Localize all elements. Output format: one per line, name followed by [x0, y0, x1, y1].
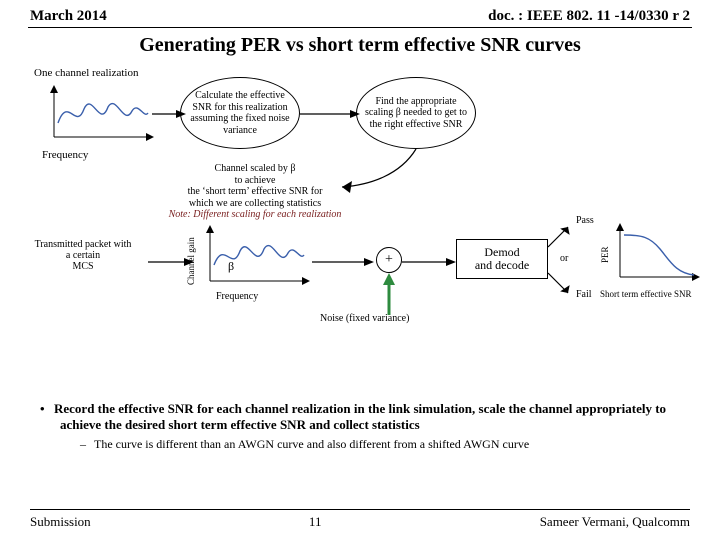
mini-plot-top — [46, 85, 156, 145]
label-beta: β — [228, 259, 234, 274]
label-channel-gain: Channel gain — [186, 225, 200, 297]
label-fail: Fail — [576, 289, 592, 300]
label-frequency-bottom: Frequency — [216, 291, 258, 302]
oval-find: Find the appropriate scaling β needed to… — [356, 77, 476, 149]
header-doc: doc. : IEEE 802. 11 -14/0330 r 2 — [488, 8, 690, 25]
arrow-plot-to-plus — [312, 255, 374, 269]
arrow-find-to-note — [330, 145, 430, 195]
note-scaled-l2: to achieve — [150, 175, 360, 187]
box-demod-l2: and decode — [475, 259, 529, 272]
oval-calculate: Calculate the effective SNR for this rea… — [180, 77, 300, 149]
footer-right: Sameer Vermani, Qualcomm — [540, 514, 690, 530]
label-tx-l1: Transmitted packet with — [18, 239, 148, 250]
bullet-main-text: Record the effective SNR for each channe… — [54, 401, 666, 432]
page-title: Generating PER vs short term effective S… — [0, 34, 720, 57]
mini-plot-per — [614, 223, 702, 285]
header-rule — [28, 27, 692, 28]
label-tx-l3: MCS — [18, 261, 148, 272]
label-per-y: PER — [600, 225, 612, 285]
header-date: March 2014 — [30, 8, 107, 25]
diagram-stage: One channel realization Frequency Calcul… — [0, 67, 720, 397]
sum-node: + — [376, 247, 402, 273]
note-scaled-l1: Channel scaled by β — [150, 163, 360, 175]
label-or: or — [560, 253, 568, 264]
label-per-x: Short term effective SNR — [600, 289, 692, 299]
label-frequency-left: Frequency — [42, 149, 88, 161]
box-demod: Demod and decode — [456, 239, 548, 279]
note-scaled-l5: Note: Different scaling for each realiza… — [150, 209, 360, 221]
bullet-main: •Record the effective SNR for each chann… — [0, 397, 720, 433]
arrow-demod-pass — [548, 221, 578, 251]
bullet-sub-text: The curve is different than an AWGN curv… — [94, 437, 529, 451]
arrow-calc-to-find — [300, 107, 360, 121]
note-scaled-l4: which we are collecting statistics — [150, 198, 360, 210]
label-tx-l2: a certain — [18, 250, 148, 261]
note-scaled-l3: the ‘short term’ effective SNR for — [150, 186, 360, 198]
label-tx: Transmitted packet with a certain MCS — [18, 239, 148, 272]
footer-center: 11 — [309, 514, 322, 530]
note-scaled: Channel scaled by β to achieve the ‘shor… — [150, 163, 360, 221]
footer: Submission 11 Sameer Vermani, Qualcomm — [0, 509, 720, 530]
label-pass: Pass — [576, 215, 594, 226]
label-one-channel: One channel realization — [34, 67, 138, 79]
arrow-noise — [382, 273, 396, 315]
bullet-sub: –The curve is different than an AWGN cur… — [0, 433, 720, 452]
footer-rule — [30, 509, 690, 510]
mini-plot-bottom — [202, 225, 312, 289]
arrow-plus-to-demod — [402, 255, 456, 269]
arrow-plot-to-calc — [152, 107, 186, 121]
arrow-demod-fail — [548, 269, 578, 299]
footer-left: Submission — [30, 514, 91, 530]
